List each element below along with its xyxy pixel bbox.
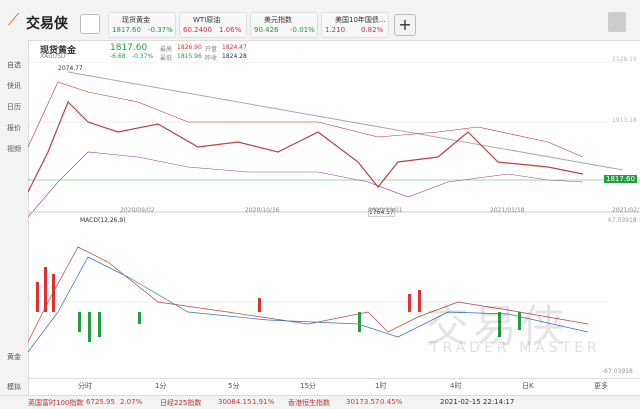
date-label: 2021/02/ (612, 207, 639, 214)
tab-name: WTI原油 (193, 16, 221, 24)
sidebar-item[interactable]: 日历 (7, 103, 21, 111)
period[interactable]: 分时 (78, 382, 92, 390)
last-price: 1817.60 (604, 175, 637, 183)
ticker-price: 30173.57 (346, 398, 380, 406)
ticker-name: 香港恒生指数 (288, 399, 330, 407)
tab[interactable] (179, 12, 247, 38)
period[interactable]: 1时 (375, 382, 387, 390)
tab[interactable] (250, 12, 318, 38)
period[interactable]: 更多 (594, 382, 608, 390)
quote-change: -6.68 (110, 53, 126, 60)
tab-name: 现货黄金 (122, 16, 150, 24)
ticker-name: 日经225指数 (160, 399, 202, 407)
date-label: 2021/01/18 (490, 207, 525, 214)
period[interactable]: 日K (522, 382, 534, 390)
sidebar-item[interactable]: 视频 (7, 145, 21, 153)
axis-label: 2128.19 (612, 56, 637, 63)
top-bar (0, 0, 640, 41)
macd-label: MACD(12,26,9) (80, 217, 126, 224)
period-bar (28, 378, 640, 393)
chart-area (28, 62, 640, 353)
date-label: 2020/09/02 (120, 207, 155, 214)
value: 1815.96 (177, 53, 202, 60)
sidebar-item[interactable]: 黄金 (7, 353, 21, 361)
ticker-name: 英国富时100指数 (28, 399, 84, 407)
period[interactable]: 5分 (228, 382, 240, 390)
ticker-change: 2.07% (120, 398, 143, 406)
ticker-price: 30084.15 (218, 398, 252, 406)
ticker-bar (0, 395, 640, 409)
sidebar-item[interactable]: 模拟 (7, 383, 21, 391)
tab-change: 0.82% (361, 26, 384, 34)
period[interactable]: 4时 (450, 382, 462, 390)
tab-name: 美国10年国债... (335, 16, 386, 24)
quote-change-pct: -0.37% (132, 53, 154, 60)
quote-name: 现货黄金 (40, 46, 77, 56)
value: 1824.47 (222, 44, 247, 51)
ticker-change: 0.45% (380, 398, 403, 406)
axis-label: 1913.18 (612, 117, 637, 124)
date-label: 2020/12/01 (368, 207, 403, 214)
logo: ⟋ (8, 10, 20, 29)
sidebar-item[interactable]: 自选 (7, 61, 21, 69)
app-name: 交易侠 (26, 16, 68, 32)
quote-price: 1817.60 (110, 43, 148, 53)
sidebar (0, 40, 29, 408)
label: 开盘 (205, 46, 218, 53)
tab-change: -0.37% (148, 26, 173, 34)
ticker-change: 1.91% (252, 398, 275, 406)
tab-price: 1.210 (325, 26, 346, 34)
watermark: TRADER MASTER (430, 340, 601, 356)
label: 最低 (160, 55, 173, 62)
tab-price: 90.426 (254, 26, 279, 34)
label: 昨收 (205, 55, 218, 62)
tab-change: 1.06% (219, 26, 242, 34)
watermark: 交易侠 (425, 301, 569, 352)
sidebar-item[interactable]: 报价 (7, 124, 21, 132)
tab-price: 1817.60 (112, 26, 141, 34)
tab[interactable] (321, 12, 389, 38)
min-label: 1764.57 (368, 208, 395, 217)
avatar[interactable] (608, 12, 626, 32)
quote-code: XAUUSD (40, 53, 66, 60)
max-label: 2074.77 (58, 65, 83, 72)
value: 1826.90 (177, 44, 202, 51)
tab[interactable] (108, 12, 176, 38)
date-label: 2020/10/16 (245, 207, 280, 214)
tab-price: 60.2400 (183, 26, 212, 34)
grid-button[interactable] (80, 14, 100, 34)
value: 1824.28 (222, 53, 247, 60)
tab-change: -0.01% (290, 26, 315, 34)
label: 最高 (160, 46, 173, 53)
period[interactable]: 1分 (155, 382, 167, 390)
period[interactable]: 15分 (300, 382, 316, 390)
add-tab[interactable]: + (394, 14, 416, 36)
tab-name: 美元指数 (264, 16, 292, 24)
axis-label: 67.03918 (608, 217, 637, 224)
sidebar-item[interactable]: 快讯 (7, 82, 21, 90)
axis-label: -67.03918 (602, 368, 633, 375)
ticker-price: 6725.95 (86, 398, 115, 406)
time: 2021-02-15 22:14:17 (440, 398, 515, 406)
